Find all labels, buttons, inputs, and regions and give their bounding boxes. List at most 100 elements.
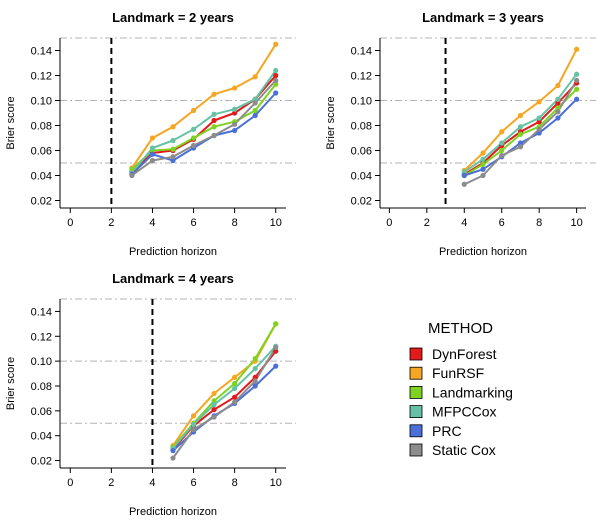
data-point-funrsf [536,99,542,105]
data-point-static-cox [252,100,258,106]
x-axis-label: Prediction horizon [129,506,217,518]
series-line-dynforest [172,350,277,451]
legend-label: Static Cox [432,442,496,458]
y-tick-label: 0.08 [351,121,372,133]
y-tick-label: 0.14 [31,306,52,318]
data-point-prc [273,363,279,369]
data-point-static-cox [190,142,197,149]
panel-title: Landmark = 4 years [112,271,234,286]
x-tick-label: 8 [536,217,542,229]
data-point-funrsf [232,374,238,380]
data-point-landmarking [273,321,279,327]
legend-label: Landmarking [432,384,513,400]
data-point-mfpccox [170,137,176,144]
x-tick-label: 6 [499,217,505,229]
data-point-mfpccox [211,111,217,117]
legend-label: DynForest [432,346,497,362]
series-line-static-cox [172,346,277,459]
data-point-dynforest [232,394,238,400]
data-point-static-cox [211,414,217,420]
series-line-static-cox [131,79,277,177]
x-tick-label: 6 [190,477,196,489]
data-point-static-cox [574,77,580,84]
y-tick-label: 0.10 [31,356,52,368]
data-point-landmarking [252,107,258,114]
data-point-prc [170,448,176,454]
y-tick-label: 0.08 [31,381,52,393]
data-point-mfpccox [273,67,279,74]
data-point-static-cox [149,157,156,164]
data-point-static-cox [461,181,467,187]
data-point-prc [252,112,258,119]
x-tick-label: 10 [571,217,583,229]
x-tick-label: 2 [424,217,430,229]
series-line-dynforest [131,74,277,173]
series-line-funrsf [172,323,277,447]
y-tick-label: 0.10 [351,96,372,108]
data-point-prc [461,172,467,179]
legend-swatch [409,347,423,361]
x-tick-label: 2 [108,477,114,489]
data-point-dynforest [273,348,279,354]
data-point-funrsf [252,74,258,80]
x-tick-label: 0 [67,217,73,229]
x-tick-label: 6 [190,217,196,229]
legend-swatch [409,366,423,380]
data-point-landmarking [574,86,580,92]
y-tick-label: 0.02 [31,456,52,468]
series-line-prc [131,92,277,176]
y-tick-label: 0.10 [31,96,52,108]
x-tick-label: 4 [149,217,155,229]
data-point-mfpccox [555,96,561,102]
data-point-dynforest [536,119,542,125]
data-point-landmarking [211,398,217,404]
data-point-prc [232,127,238,134]
data-point-static-cox [273,344,279,351]
data-point-prc [252,383,258,389]
x-tick-label: 0 [67,477,73,489]
data-point-funrsf [190,107,197,114]
data-point-funrsf [555,82,561,89]
data-point-landmarking [190,135,197,141]
data-point-mfpccox [574,71,580,77]
x-axis-label: Prediction horizon [129,246,217,258]
data-point-funrsf [517,112,524,119]
data-point-static-cox [499,152,505,159]
y-axis-label: Brier score [5,96,17,149]
data-point-dynforest [555,100,561,106]
data-point-static-cox [170,154,176,160]
y-tick-label: 0.02 [351,196,372,208]
data-point-landmarking [129,166,135,172]
data-point-mfpccox [149,145,156,151]
data-point-funrsf [232,85,238,91]
data-point-static-cox [232,399,238,405]
data-point-prc [536,130,542,136]
data-point-mfpccox [232,106,238,112]
legend-swatch [409,405,423,419]
x-tick-label: 0 [386,217,392,229]
data-point-landmarking [517,131,524,137]
y-tick-label: 0.06 [31,146,52,158]
y-tick-label: 0.06 [31,406,52,418]
data-point-funrsf [574,46,580,52]
panel-landmark-3: Landmark = 3 years 0.02 0.04 0.06 0.08 0.10 0.… [325,10,596,258]
x-tick-label: 2 [108,217,114,229]
x-tick-label: 10 [270,477,282,489]
data-point-static-cox [273,77,279,84]
legend-swatch [409,443,423,457]
x-tick-label: 10 [270,217,282,229]
data-point-funrsf [211,91,217,97]
data-point-landmarking [211,124,217,130]
data-point-dynforest [211,117,217,124]
y-tick-label: 0.14 [351,46,372,58]
x-tick-label: 8 [232,217,238,229]
data-point-mfpccox [517,124,524,130]
data-point-static-cox [555,109,561,115]
data-point-funrsf [211,390,217,397]
x-axis-label: Prediction horizon [439,246,527,258]
legend-title: METHOD [428,320,493,337]
data-point-landmarking [232,380,238,387]
y-tick-label: 0.08 [31,121,52,133]
y-tick-label: 0.04 [351,171,372,183]
data-point-static-cox [517,144,524,150]
